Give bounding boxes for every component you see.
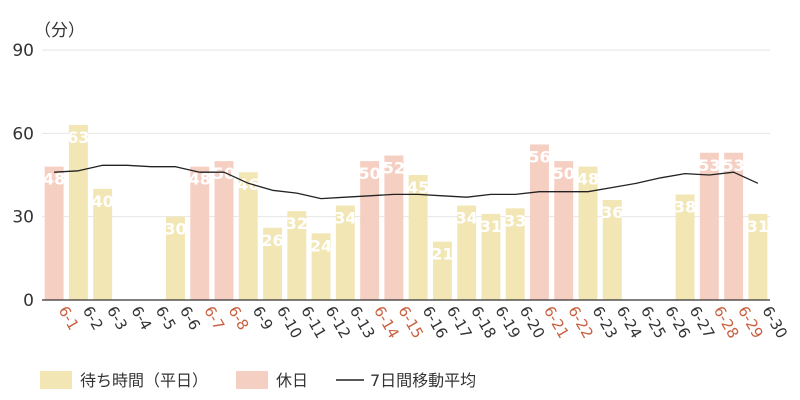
- bar: [408, 175, 428, 300]
- x-tick-label: 6-27: [686, 303, 719, 341]
- bar: [432, 241, 452, 300]
- x-tick-label: 6-2: [79, 303, 107, 333]
- x-tick-label: 6-6: [176, 303, 204, 333]
- x-tick-label: 6-12: [322, 303, 355, 341]
- bar: [578, 166, 598, 300]
- bar-value-label: 53: [722, 156, 744, 175]
- bar: [214, 161, 234, 300]
- x-tick-label: 6-13: [346, 303, 379, 341]
- bar-value-label: 32: [286, 214, 308, 233]
- legend-label: 休日: [276, 371, 308, 390]
- bar: [505, 208, 525, 300]
- legend-label: 待ち時間（平日）: [80, 371, 208, 390]
- x-tick-label: 6-7: [200, 303, 228, 333]
- bar-value-label: 38: [674, 197, 696, 216]
- bar-value-label: 50: [213, 164, 235, 183]
- bar-value-label: 48: [577, 170, 599, 189]
- bar: [68, 125, 88, 300]
- x-tick-label: 6-30: [758, 303, 791, 341]
- bar: [93, 188, 113, 300]
- bar-value-label: 34: [456, 209, 478, 228]
- bar-value-label: 21: [431, 245, 453, 264]
- y-axis: （分） 0 30 60 90: [12, 21, 85, 311]
- x-tick-label: 6-14: [370, 303, 403, 341]
- bar: [602, 200, 622, 300]
- bar: [190, 166, 210, 300]
- y-tick-label: 30: [12, 208, 34, 228]
- x-tick-label: 6-22: [564, 303, 597, 341]
- bar: [166, 216, 185, 300]
- x-tick-label: 6-16: [419, 303, 452, 341]
- x-tick-label: 6-11: [297, 303, 330, 341]
- bar: [554, 161, 574, 300]
- bar-value-label: 31: [480, 217, 502, 236]
- bar-value-label: 45: [407, 178, 429, 197]
- bar: [311, 233, 331, 300]
- bar-value-label: 50: [358, 164, 380, 183]
- bar-value-label: 50: [553, 164, 575, 183]
- bar: [724, 152, 744, 300]
- grid-lines: [42, 49, 770, 218]
- moving-average-polyline: [54, 164, 759, 200]
- bar: [238, 172, 258, 300]
- x-tick-label: 6-9: [249, 303, 277, 333]
- bar-value-label: 0: [121, 303, 132, 322]
- bar-value-label: 30: [164, 220, 186, 239]
- bar-value-label: 0: [146, 303, 157, 322]
- bar: [530, 144, 549, 300]
- x-tick-label: 6-29: [734, 303, 767, 341]
- moving-average-line: [54, 164, 759, 200]
- bar-value-label: 36: [601, 203, 623, 222]
- bar: [287, 211, 307, 300]
- x-tick-label: 6-19: [491, 303, 524, 341]
- bar: [699, 152, 719, 300]
- x-tick-label: 6-17: [443, 303, 476, 341]
- bar-value-label: 24: [310, 236, 332, 255]
- bar-value-label: 31: [747, 217, 769, 236]
- x-tick-label: 6-18: [467, 303, 500, 341]
- bar-value-label: 53: [698, 156, 720, 175]
- x-tick-label: 6-23: [589, 303, 622, 341]
- x-tick-label: 6-1: [55, 303, 83, 333]
- legend-label: 7日間移動平均: [370, 371, 476, 390]
- bar-value-label: 40: [92, 192, 114, 211]
- bar: [748, 213, 768, 300]
- bar-value-label: 33: [504, 211, 526, 230]
- y-tick-label: 60: [12, 124, 34, 144]
- x-tick-label: 6-10: [273, 303, 306, 341]
- x-tick-label: 6-8: [225, 303, 253, 333]
- bar-value-label: 56: [528, 147, 550, 166]
- legend: 待ち時間（平日） 休日 7日間移動平均: [40, 371, 476, 390]
- y-unit-label: （分）: [34, 21, 85, 41]
- bar: [335, 205, 355, 300]
- bar: [263, 227, 282, 300]
- bar-value-label: 0: [631, 303, 642, 322]
- bar-value-label: 63: [67, 128, 89, 147]
- bar: [481, 213, 501, 300]
- bar-value-label: 48: [43, 170, 65, 189]
- x-tick-label: 6-21: [540, 303, 573, 341]
- x-tick-label: 6-20: [516, 303, 549, 341]
- bar-value-label: 46: [237, 175, 259, 194]
- bar-value-label: 0: [655, 303, 666, 322]
- y-tick-label: 0: [23, 291, 34, 311]
- bar: [457, 205, 477, 300]
- bar-value-label: 34: [334, 209, 356, 228]
- legend-swatch: [40, 371, 72, 389]
- bar: [675, 194, 695, 300]
- x-tick-label: 6-28: [710, 303, 743, 341]
- bar: [44, 166, 64, 300]
- x-tick-label: 6-15: [394, 303, 427, 341]
- x-tick-label: 6-26: [661, 303, 694, 341]
- y-tick-label: 90: [12, 41, 34, 61]
- bar-value-label: 52: [383, 159, 405, 178]
- bar-value-label: 26: [261, 231, 283, 250]
- bar-value-label: 48: [189, 170, 211, 189]
- legend-swatch: [236, 371, 268, 389]
- bar: [384, 155, 404, 300]
